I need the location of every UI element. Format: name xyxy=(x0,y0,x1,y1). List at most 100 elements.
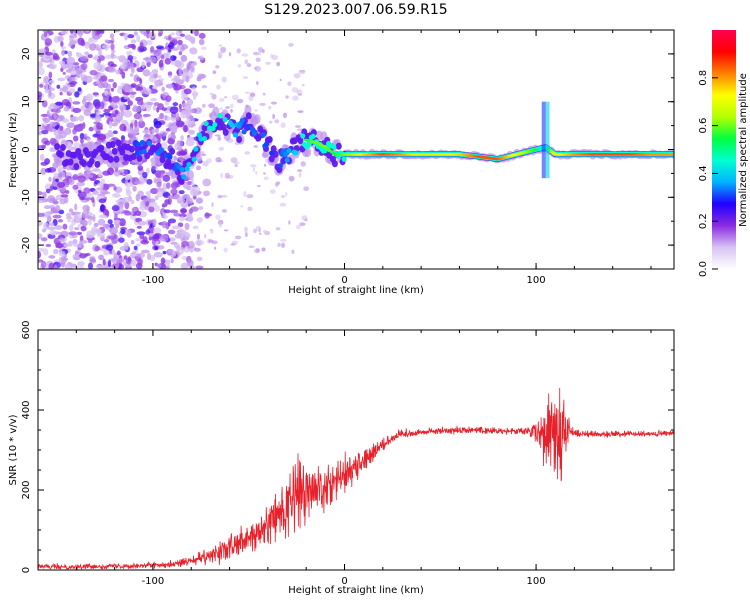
noise-speckle xyxy=(137,165,144,171)
noise-speckle xyxy=(72,184,79,190)
ridge-core xyxy=(181,174,187,180)
noise-speckle xyxy=(265,61,271,65)
ridge-core xyxy=(282,151,289,157)
noise-speckle xyxy=(60,40,64,47)
noise-speckle xyxy=(185,75,190,83)
noise-speckle xyxy=(68,231,78,236)
noise-speckle xyxy=(123,110,133,118)
noise-speckle xyxy=(303,186,310,191)
ridge-core xyxy=(277,163,283,169)
ridge-band xyxy=(159,156,166,164)
ridge-band xyxy=(84,150,91,158)
noise-speckle xyxy=(153,251,163,258)
ridge-band xyxy=(335,142,342,150)
ridge-core xyxy=(331,144,337,150)
y-tick-label: 200 xyxy=(21,480,32,499)
noise-speckle xyxy=(149,97,158,102)
y-tick-label: 400 xyxy=(21,400,32,419)
noise-speckle xyxy=(43,222,50,231)
noise-speckle xyxy=(58,209,65,215)
noise-speckle xyxy=(40,57,45,63)
noise-speckle xyxy=(204,212,210,219)
noise-speckle xyxy=(80,225,87,232)
noise-speckle xyxy=(155,126,159,134)
noise-speckle xyxy=(48,71,53,79)
snr-series-line xyxy=(38,387,674,570)
noise-speckle xyxy=(68,208,74,213)
noise-speckle xyxy=(211,93,217,100)
ridge-band xyxy=(67,158,74,166)
noise-speckle xyxy=(257,184,261,188)
noise-speckle xyxy=(83,109,92,116)
noise-speckle xyxy=(143,31,147,37)
noise-speckle xyxy=(126,127,134,134)
noise-speckle xyxy=(137,252,145,258)
noise-speckle xyxy=(77,175,86,183)
noise-speckle xyxy=(97,182,103,187)
ridge-core xyxy=(193,146,199,152)
ridge-core xyxy=(269,150,275,156)
snr-x-label: Height of straight line (km) xyxy=(288,585,424,596)
noise-speckle xyxy=(275,181,279,187)
noise-speckle xyxy=(184,222,190,231)
ridge-core xyxy=(229,122,235,128)
noise-speckle xyxy=(136,86,143,91)
noise-speckle xyxy=(45,51,53,56)
noise-speckle xyxy=(173,193,181,200)
noise-speckle xyxy=(110,52,115,58)
noise-speckle xyxy=(107,129,113,138)
noise-speckle xyxy=(171,251,177,257)
noise-speckle xyxy=(196,217,203,223)
noise-speckle xyxy=(123,255,128,260)
colorbar-tick-label: 0.2 xyxy=(698,213,709,229)
noise-speckle xyxy=(67,50,73,58)
noise-speckle xyxy=(192,195,197,200)
noise-speckle xyxy=(224,172,230,179)
noise-speckle xyxy=(45,188,51,194)
noise-speckle xyxy=(49,222,55,227)
noise-speckle xyxy=(137,120,146,129)
noise-speckle xyxy=(130,83,137,88)
noise-speckle xyxy=(229,103,234,109)
x-tick-label: 100 xyxy=(527,576,546,587)
noise-speckle xyxy=(119,123,127,132)
ridge-peak xyxy=(533,148,539,151)
noise-speckle xyxy=(174,75,180,83)
noise-speckle xyxy=(113,119,121,124)
ridge-band xyxy=(59,144,66,152)
noise-speckle xyxy=(107,219,113,225)
noise-speckle xyxy=(259,102,266,106)
noise-speckle xyxy=(79,73,85,78)
noise-speckle xyxy=(72,128,77,135)
noise-speckle xyxy=(150,187,159,195)
noise-speckle xyxy=(168,42,175,50)
colorbar-tick-label: 0.8 xyxy=(698,70,709,86)
noise-speckle xyxy=(108,121,113,129)
noise-speckle xyxy=(92,34,101,40)
noise-speckle xyxy=(141,104,146,110)
noise-speckle xyxy=(105,54,112,60)
noise-speckle xyxy=(230,243,236,246)
noise-speckle xyxy=(97,133,107,141)
noise-speckle xyxy=(173,213,182,217)
noise-speckle xyxy=(72,135,79,142)
ridge-band xyxy=(201,124,208,132)
noise-speckle xyxy=(254,67,257,70)
noise-speckle xyxy=(279,202,287,207)
noise-speckle xyxy=(215,65,220,69)
noise-speckle xyxy=(167,221,171,227)
noise-speckle xyxy=(200,73,207,79)
noise-speckle xyxy=(42,228,47,233)
noise-speckle xyxy=(296,89,303,95)
noise-speckle xyxy=(102,258,106,266)
noise-speckle xyxy=(117,237,125,243)
noise-speckle xyxy=(38,67,45,76)
noise-speckle xyxy=(38,259,44,263)
noise-speckle xyxy=(136,225,142,229)
noise-speckle xyxy=(192,86,196,92)
y-tick-label: 600 xyxy=(21,320,32,339)
noise-speckle xyxy=(200,46,207,50)
ridge-band xyxy=(109,140,116,148)
noise-speckle xyxy=(56,117,61,124)
noise-speckle xyxy=(107,117,114,124)
